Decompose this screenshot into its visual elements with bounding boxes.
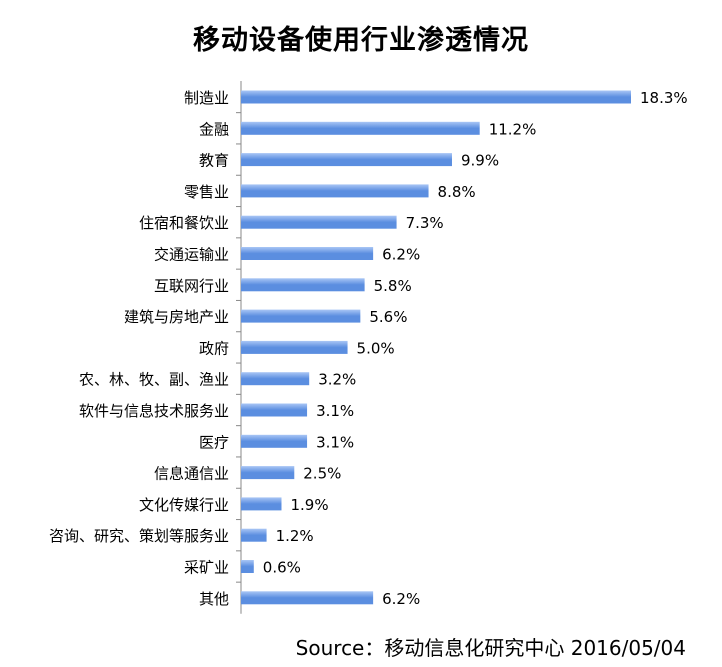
category-label: 医疗	[199, 433, 229, 451]
category-label: 金融	[199, 120, 229, 138]
source-note: Source：移动信息化研究中心 2016/05/04	[295, 636, 686, 660]
bar	[241, 247, 374, 260]
data-label: 6.2%	[382, 246, 420, 264]
data-label: 6.2%	[382, 590, 420, 608]
category-label: 建筑与房地产业	[124, 308, 229, 326]
data-label: 2.5%	[303, 465, 341, 483]
bar	[241, 309, 361, 323]
data-label: 1.2%	[276, 527, 314, 545]
bar	[241, 497, 282, 511]
bar	[241, 278, 365, 292]
bar	[241, 560, 254, 573]
bar	[241, 215, 397, 229]
bar	[241, 153, 452, 167]
category-label: 文化传媒行业	[139, 496, 229, 514]
bar	[241, 403, 308, 417]
category-label: 住宿和餐饮业	[139, 214, 229, 232]
bar	[241, 372, 310, 386]
data-label: 0.6%	[263, 559, 301, 577]
category-label: 采矿业	[184, 559, 229, 577]
bar	[241, 90, 631, 104]
bar	[241, 121, 480, 135]
category-label: 教育	[199, 152, 229, 170]
category-label: 交通运输业	[154, 246, 229, 264]
bar	[241, 184, 429, 198]
data-label: 11.2%	[489, 120, 537, 138]
category-label: 制造业	[184, 89, 229, 107]
data-label: 18.3%	[640, 89, 688, 107]
data-label: 5.8%	[374, 277, 412, 295]
bar	[241, 591, 374, 605]
data-label: 5.6%	[369, 308, 407, 326]
category-label: 零售业	[184, 183, 229, 201]
bar	[241, 340, 348, 354]
bar	[241, 434, 308, 448]
bar	[241, 528, 267, 542]
data-label: 7.3%	[406, 214, 444, 232]
data-label: 9.9%	[461, 152, 499, 170]
category-label: 信息通信业	[154, 465, 229, 483]
category-label: 软件与信息技术服务业	[79, 402, 229, 420]
category-label: 其他	[199, 590, 229, 608]
category-label: 农、林、牧、副、渔业	[79, 371, 229, 389]
data-label: 8.8%	[438, 183, 476, 201]
category-label: 政府	[199, 339, 229, 357]
category-label: 咨询、研究、策划等服务业	[49, 527, 229, 545]
data-label: 3.1%	[316, 433, 354, 451]
bar	[241, 466, 295, 480]
data-label: 5.0%	[357, 339, 395, 357]
data-label: 3.2%	[318, 371, 356, 389]
data-label: 1.9%	[290, 496, 328, 514]
data-label: 3.1%	[316, 402, 354, 420]
category-label: 互联网行业	[154, 277, 229, 295]
chart-title: 移动设备使用行业渗透情况	[193, 25, 529, 56]
